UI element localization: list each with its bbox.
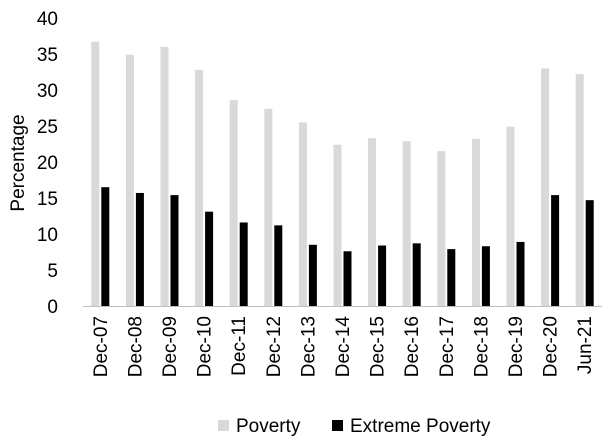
bar-poverty [229,100,238,306]
bar-extreme-poverty [135,192,144,306]
bars [91,41,594,307]
x-tick-label: Dec-16 [402,316,423,377]
x-tick-label: Dec-15 [368,316,389,377]
y-tick-label: 35 [37,45,58,66]
bar-poverty [506,126,515,306]
y-tick-label: 40 [37,9,58,30]
bar-poverty [575,74,584,306]
x-tick-label: Dec-08 [125,316,146,377]
y-axis-ticks: 0 5 10 15 20 25 30 35 40 [37,9,58,318]
x-tick-label: Dec-19 [506,316,527,377]
bar-poverty [471,138,480,306]
bar-poverty [91,41,100,306]
x-axis-ticks: Dec-07 Dec-08 Dec-09 Dec-10 Dec-11 Dec-12 Dec-… [91,316,596,378]
bar-extreme-poverty [239,222,248,306]
x-tick-label: Dec-12 [264,316,285,377]
legend: Poverty Extreme Poverty [218,416,491,437]
x-tick-label: Dec-09 [160,316,181,377]
x-tick-label: Dec-13 [298,316,319,377]
y-tick-label: 20 [37,153,58,174]
x-tick-label: Dec-11 [229,316,250,376]
bar-poverty [160,46,169,307]
bar-poverty [541,68,550,307]
bar-poverty [333,144,342,306]
bar-extreme-poverty [308,244,317,306]
x-tick-label: Dec-17 [437,316,458,377]
y-tick-label: 10 [37,225,58,246]
bar-extreme-poverty [274,225,283,306]
x-tick-label: Dec-14 [333,316,354,378]
bar-extreme-poverty [585,200,594,306]
legend-swatch-poverty [218,420,229,431]
x-tick-label: Dec-20 [541,316,562,377]
bar-extreme-poverty [205,211,214,306]
y-axis-title: Percentage [8,114,29,211]
bar-extreme-poverty [447,249,456,306]
bar-extreme-poverty [412,243,421,306]
x-tick-label: Dec-18 [471,316,492,377]
bar-extreme-poverty [481,246,490,306]
legend-label-poverty: Poverty [236,416,301,437]
bar-extreme-poverty [516,241,525,306]
y-tick-label: 5 [47,261,58,282]
y-tick-label: 25 [37,117,58,138]
bar-poverty [264,108,273,306]
bar-poverty [402,141,411,306]
bar-extreme-poverty [170,195,179,306]
legend-swatch-extreme-poverty [332,420,343,431]
bar-poverty [195,69,204,306]
y-tick-label: 30 [37,81,58,102]
x-tick-label: Jun-21 [575,316,596,374]
y-tick-label: 15 [37,189,58,210]
bar-poverty [298,122,307,307]
bar-extreme-poverty [551,195,560,306]
bar-poverty [125,54,134,306]
y-tick-label: 0 [47,297,58,318]
x-tick-label: Dec-10 [195,316,216,377]
bar-poverty [437,151,446,306]
x-tick-label: Dec-07 [91,316,112,377]
bar-extreme-poverty [378,245,387,306]
bar-extreme-poverty [101,187,110,306]
legend-label-extreme-poverty: Extreme Poverty [350,416,491,437]
bar-extreme-poverty [343,251,352,306]
bar-poverty [368,138,377,306]
